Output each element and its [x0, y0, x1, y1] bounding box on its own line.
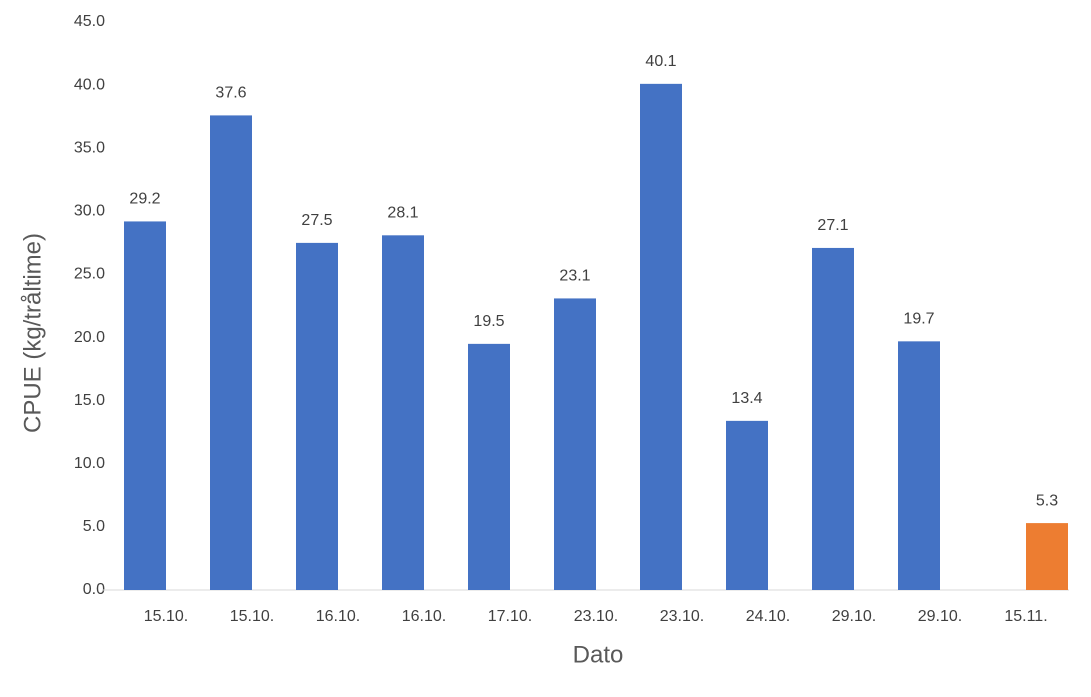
bar [210, 115, 252, 590]
y-tick-label: 5.0 [83, 518, 105, 535]
x-tick-label: 29.10. [832, 608, 876, 625]
value-label: 13.4 [731, 390, 762, 407]
y-tick-label: 10.0 [74, 455, 105, 472]
bar [1026, 523, 1068, 590]
y-tick-label: 35.0 [74, 139, 105, 156]
bar [382, 235, 424, 590]
bar [554, 298, 596, 590]
bar [468, 343, 510, 590]
value-label: 27.1 [817, 217, 848, 234]
y-tick-label: 0.0 [83, 581, 105, 598]
x-tick-label: 15.10. [230, 608, 274, 625]
x-tick-label: 15.11. [1004, 608, 1047, 625]
x-tick-label: 24.10. [746, 608, 790, 625]
value-label: 40.1 [645, 53, 676, 70]
y-tick-label: 40.0 [74, 76, 105, 93]
value-label: 27.5 [301, 212, 332, 229]
bar [726, 420, 768, 590]
value-label: 19.7 [903, 311, 934, 328]
x-tick-label: 17.10. [488, 608, 532, 625]
y-tick-label: 45.0 [74, 13, 105, 30]
x-tick-label: 16.10. [316, 608, 360, 625]
value-label: 28.1 [387, 205, 418, 222]
y-tick-label: 25.0 [74, 266, 105, 283]
bar [124, 221, 166, 591]
x-tick-label: 23.10. [660, 608, 704, 625]
y-tick-label: 20.0 [74, 329, 105, 346]
y-tick-label: 30.0 [74, 203, 105, 220]
bar [296, 242, 338, 590]
value-label: 37.6 [215, 85, 246, 102]
value-label: 19.5 [473, 313, 504, 330]
y-axis-title: CPUE (kg/tråltime) [19, 233, 46, 433]
value-label: 29.2 [129, 191, 160, 208]
value-label: 5.3 [1036, 492, 1058, 509]
x-tick-label: 29.10. [918, 608, 962, 625]
bar [640, 83, 682, 591]
x-tick-label: 16.10. [402, 608, 446, 625]
y-tick-label: 15.0 [74, 392, 105, 409]
value-label: 23.1 [559, 268, 590, 285]
x-tick-label: 23.10. [574, 608, 618, 625]
x-tick-label: 15.10. [144, 608, 188, 625]
bar [812, 247, 854, 590]
bar [898, 341, 940, 590]
x-axis-title: Dato [573, 641, 624, 668]
